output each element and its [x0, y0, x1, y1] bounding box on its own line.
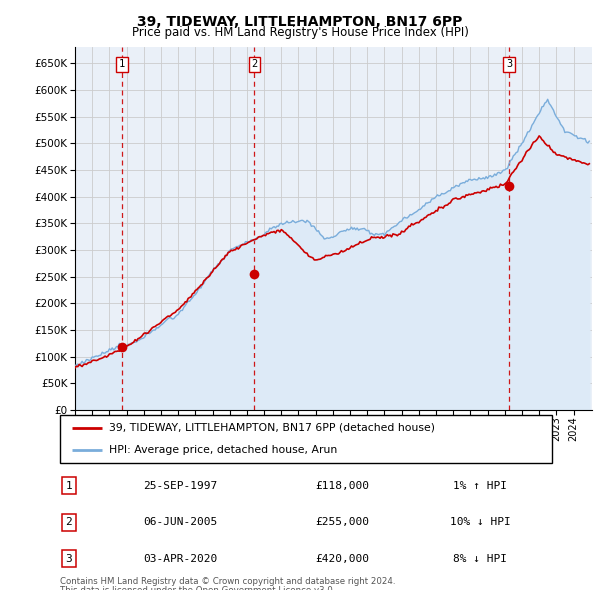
Text: 39, TIDEWAY, LITTLEHAMPTON, BN17 6PP: 39, TIDEWAY, LITTLEHAMPTON, BN17 6PP — [137, 15, 463, 29]
Text: This data is licensed under the Open Government Licence v3.0.: This data is licensed under the Open Gov… — [60, 586, 335, 590]
Text: 10% ↓ HPI: 10% ↓ HPI — [449, 517, 511, 527]
FancyBboxPatch shape — [60, 415, 552, 463]
Text: 03-APR-2020: 03-APR-2020 — [143, 554, 217, 563]
Text: £420,000: £420,000 — [315, 554, 369, 563]
Text: 1: 1 — [119, 59, 125, 69]
Text: Contains HM Land Registry data © Crown copyright and database right 2024.: Contains HM Land Registry data © Crown c… — [60, 577, 395, 586]
Text: £118,000: £118,000 — [315, 481, 369, 490]
Text: Price paid vs. HM Land Registry's House Price Index (HPI): Price paid vs. HM Land Registry's House … — [131, 26, 469, 39]
Text: 3: 3 — [506, 59, 512, 69]
Text: 8% ↓ HPI: 8% ↓ HPI — [453, 554, 507, 563]
Text: 25-SEP-1997: 25-SEP-1997 — [143, 481, 217, 490]
Text: 39, TIDEWAY, LITTLEHAMPTON, BN17 6PP (detached house): 39, TIDEWAY, LITTLEHAMPTON, BN17 6PP (de… — [109, 423, 435, 433]
Text: 3: 3 — [65, 554, 73, 563]
Text: 06-JUN-2005: 06-JUN-2005 — [143, 517, 217, 527]
Text: 1% ↑ HPI: 1% ↑ HPI — [453, 481, 507, 490]
Text: 2: 2 — [65, 517, 73, 527]
Text: £255,000: £255,000 — [315, 517, 369, 527]
Text: HPI: Average price, detached house, Arun: HPI: Average price, detached house, Arun — [109, 445, 337, 455]
Text: 2: 2 — [251, 59, 257, 69]
Text: 1: 1 — [65, 481, 73, 490]
